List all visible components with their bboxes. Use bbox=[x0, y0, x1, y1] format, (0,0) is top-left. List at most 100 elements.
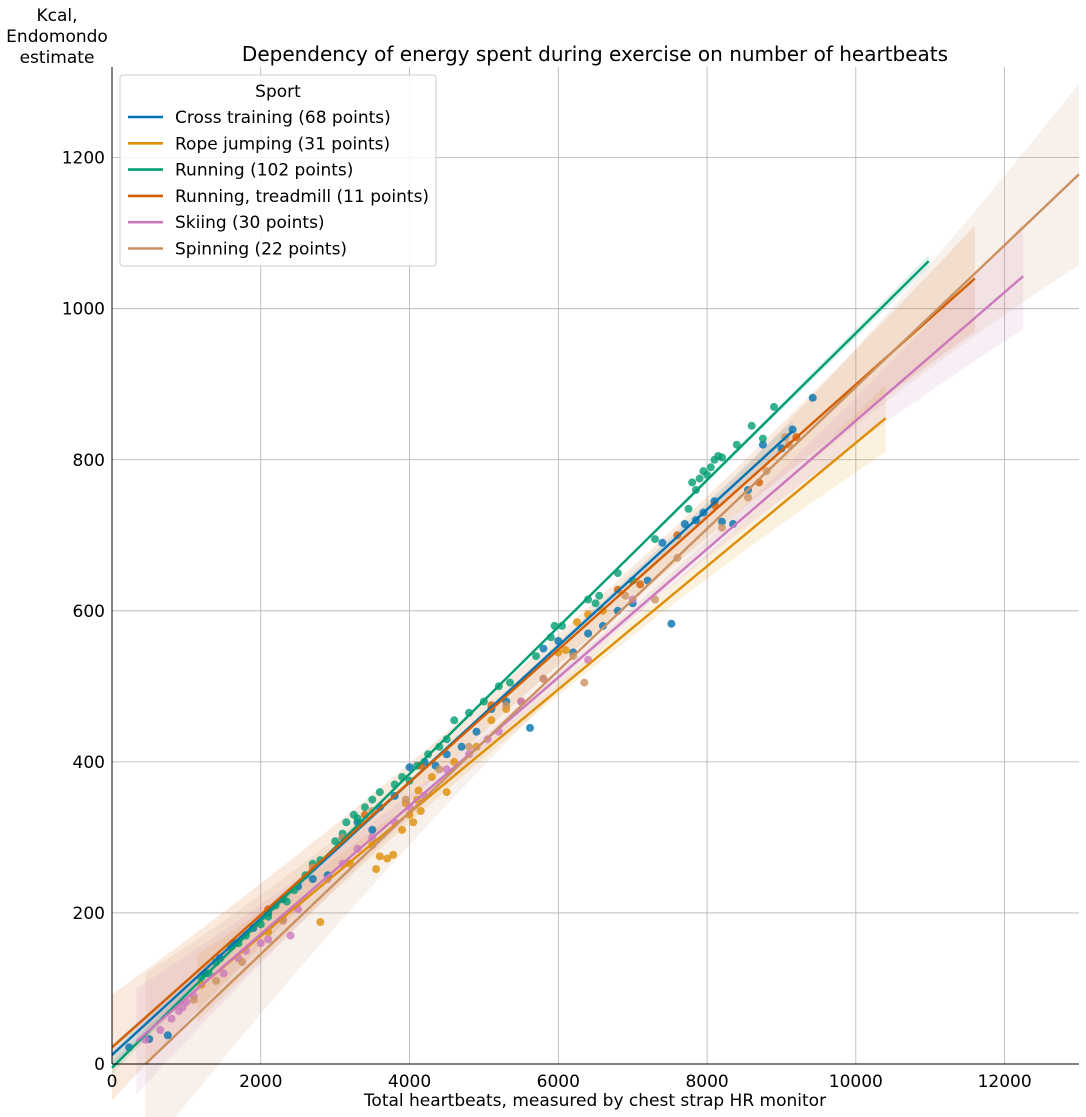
x-tick-label: 8000 bbox=[685, 1072, 728, 1092]
data-point bbox=[572, 618, 581, 627]
data-point bbox=[636, 580, 645, 589]
data-point bbox=[442, 788, 451, 797]
data-point bbox=[695, 474, 704, 483]
data-point bbox=[718, 517, 726, 526]
data-point bbox=[353, 844, 362, 853]
legend-entry: Skiing (30 points) bbox=[175, 213, 325, 233]
data-point bbox=[156, 1026, 165, 1034]
data-point bbox=[342, 818, 351, 827]
data-point bbox=[450, 757, 459, 766]
data-point bbox=[506, 678, 514, 687]
data-point bbox=[368, 825, 377, 834]
data-point bbox=[163, 1031, 172, 1040]
data-point bbox=[398, 825, 407, 834]
legend-title: Sport bbox=[255, 82, 301, 102]
x-axis-label: Total heartbeats, measured by chest stra… bbox=[363, 1091, 826, 1111]
data-point bbox=[264, 935, 273, 944]
data-point bbox=[435, 742, 444, 751]
data-point bbox=[409, 818, 418, 827]
y-axis-label-line-2: Endomondo bbox=[6, 27, 108, 47]
y-tick-label: 0 bbox=[94, 1055, 105, 1075]
regression-line bbox=[111, 260, 930, 1069]
data-point bbox=[487, 716, 496, 725]
data-point bbox=[770, 402, 778, 411]
y-tick-label: 1200 bbox=[62, 149, 105, 169]
y-tick-label: 800 bbox=[73, 451, 105, 471]
data-point bbox=[375, 788, 384, 797]
x-tick-label: 2000 bbox=[239, 1072, 282, 1092]
data-point bbox=[427, 773, 436, 781]
y-tick-label: 200 bbox=[73, 904, 105, 924]
data-point bbox=[658, 538, 667, 547]
data-point bbox=[442, 735, 451, 744]
data-point bbox=[808, 393, 817, 402]
legend-entry: Rope jumping (31 points) bbox=[175, 134, 390, 154]
data-point bbox=[718, 523, 726, 532]
data-point bbox=[532, 652, 540, 661]
x-tick-label: 0 bbox=[107, 1072, 118, 1092]
chart-title: Dependency of energy spent during exerci… bbox=[242, 42, 948, 66]
x-tick-label: 4000 bbox=[388, 1072, 431, 1092]
data-point bbox=[389, 850, 398, 859]
tick-labels: 0 2000 4000 6000 8000 10000 12000 0 200 400 600 800… bbox=[62, 149, 1032, 1092]
data-point bbox=[539, 644, 548, 653]
data-point bbox=[732, 440, 741, 449]
data-point bbox=[212, 976, 221, 985]
data-point bbox=[651, 535, 659, 544]
data-point bbox=[744, 493, 752, 502]
data-point bbox=[282, 897, 291, 906]
data-point bbox=[718, 453, 726, 462]
y-axis-label-line-3: estimate bbox=[20, 48, 95, 68]
data-point bbox=[651, 595, 659, 604]
regression-line bbox=[111, 277, 976, 1049]
data-point bbox=[167, 1014, 176, 1023]
y-tick-label: 1000 bbox=[62, 300, 105, 320]
data-point bbox=[286, 931, 295, 940]
data-point bbox=[539, 674, 548, 683]
data-point bbox=[383, 854, 392, 863]
data-point bbox=[526, 723, 534, 732]
data-point bbox=[375, 852, 384, 861]
x-tick-label: 6000 bbox=[537, 1072, 580, 1092]
data-point bbox=[450, 716, 459, 725]
regression-lines bbox=[111, 173, 1080, 1069]
data-point bbox=[360, 803, 369, 812]
y-tick-label: 600 bbox=[73, 602, 105, 622]
data-point bbox=[189, 995, 198, 1004]
data-point bbox=[684, 504, 693, 513]
legend-entry: Spinning (22 points) bbox=[175, 240, 347, 260]
legend-box bbox=[119, 74, 437, 267]
regression-line bbox=[144, 173, 1080, 1065]
data-point bbox=[502, 701, 511, 710]
data-point bbox=[472, 727, 481, 736]
data-point bbox=[747, 421, 756, 430]
data-point bbox=[416, 807, 425, 815]
data-point bbox=[368, 795, 377, 804]
data-point bbox=[256, 939, 265, 948]
data-point bbox=[465, 742, 473, 751]
data-point bbox=[561, 646, 570, 655]
data-point bbox=[401, 795, 410, 804]
data-point bbox=[372, 865, 381, 874]
data-point bbox=[758, 440, 767, 449]
regression-line bbox=[135, 275, 1024, 1043]
axes bbox=[111, 67, 1079, 1065]
data-point bbox=[598, 621, 607, 630]
data-point bbox=[591, 599, 600, 608]
data-point bbox=[405, 763, 414, 772]
x-tick-label: 10000 bbox=[829, 1072, 883, 1092]
data-point bbox=[414, 786, 423, 795]
data-point bbox=[219, 969, 228, 978]
y-tick-label: 400 bbox=[73, 753, 105, 773]
legend-entry: Cross training (68 points) bbox=[175, 108, 391, 128]
regression-line bbox=[196, 417, 887, 990]
data-point bbox=[706, 463, 715, 472]
data-point bbox=[667, 619, 676, 628]
x-tick-label: 12000 bbox=[978, 1072, 1032, 1092]
data-point bbox=[580, 678, 589, 687]
data-point bbox=[758, 434, 767, 443]
data-point bbox=[621, 591, 630, 600]
y-axis-label-line-1: Kcal, bbox=[36, 6, 77, 26]
data-point bbox=[435, 765, 444, 774]
